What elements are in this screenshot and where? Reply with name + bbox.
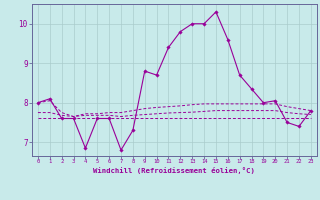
X-axis label: Windchill (Refroidissement éolien,°C): Windchill (Refroidissement éolien,°C) <box>93 167 255 174</box>
